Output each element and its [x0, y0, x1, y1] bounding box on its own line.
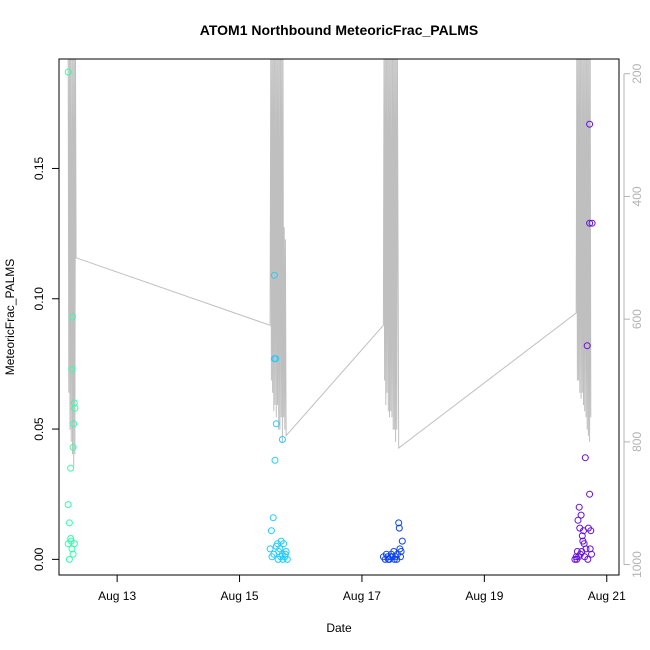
data-point	[582, 545, 590, 553]
data-point	[70, 420, 78, 428]
y2-tick-label: 200	[630, 63, 644, 83]
data-point	[69, 443, 77, 451]
pressure-line	[67, 58, 592, 467]
data-point	[586, 120, 594, 128]
x-tick-label: Aug 17	[343, 589, 381, 603]
data-point	[70, 399, 78, 407]
data-point	[267, 527, 275, 535]
data-point	[281, 550, 289, 558]
y2-tick-label: 1000	[630, 551, 644, 578]
data-point	[266, 545, 274, 553]
data-point	[64, 68, 72, 76]
y-axis-left: 0.00 0.05 0.10 0.15	[32, 156, 59, 571]
data-point	[588, 219, 596, 227]
data-point	[584, 555, 592, 563]
data-point	[269, 514, 277, 522]
y2-tick-label: 800	[630, 432, 644, 452]
data-point	[395, 524, 403, 532]
data-point	[69, 313, 76, 321]
data-point	[588, 550, 595, 558]
data-point	[581, 454, 589, 462]
x-axis: Aug 13 Aug 15 Aug 17 Aug 19 Aug 21	[98, 575, 626, 603]
data-point	[571, 555, 579, 563]
data-point	[271, 456, 279, 464]
data-point	[578, 532, 586, 540]
data-point	[68, 365, 76, 373]
data-point	[272, 420, 280, 428]
x-tick-label: Aug 15	[221, 589, 259, 603]
y2-tick-label: 400	[630, 186, 644, 206]
y2-tick-label: 600	[630, 309, 644, 329]
pressure-line-layer	[67, 58, 592, 467]
data-point	[398, 537, 406, 545]
data-point	[586, 219, 594, 227]
data-point	[575, 503, 583, 511]
data-point	[393, 550, 401, 558]
data-point	[280, 540, 288, 548]
data-point	[64, 501, 72, 509]
data-point	[390, 555, 398, 563]
data-point	[586, 490, 594, 498]
data-point	[67, 535, 75, 542]
data-point	[278, 436, 286, 443]
data-point	[272, 355, 280, 363]
x-axis-label: Date	[326, 621, 352, 635]
data-point	[577, 511, 585, 519]
data-points-layer	[64, 68, 596, 563]
plot-frame	[58, 58, 620, 576]
data-point	[587, 527, 595, 535]
y-tick-label: 0.15	[32, 156, 46, 180]
data-point	[270, 271, 278, 279]
data-point	[395, 519, 403, 527]
data-point	[65, 519, 73, 527]
y-tick-label: 0.00	[32, 547, 46, 571]
data-point	[67, 537, 75, 545]
x-tick-label: Aug 21	[588, 589, 626, 603]
data-point	[67, 464, 75, 472]
data-point	[71, 404, 79, 412]
data-point	[574, 516, 582, 524]
data-point	[282, 548, 290, 555]
data-point	[69, 550, 77, 558]
y-axis-label: MeteoricFrac_PALMS	[3, 259, 17, 375]
data-point	[65, 555, 73, 563]
data-point	[583, 342, 591, 350]
y-tick-label: 0.05	[32, 417, 46, 441]
x-tick-label: Aug 13	[98, 589, 136, 603]
chart-title: ATOM1 Northbound MeteoricFrac_PALMS	[200, 22, 478, 38]
y-tick-label: 0.10	[32, 287, 46, 311]
x-tick-label: Aug 19	[465, 589, 503, 603]
data-point	[573, 555, 581, 563]
y-axis-right: 200 400 600 800 1000	[623, 63, 644, 578]
